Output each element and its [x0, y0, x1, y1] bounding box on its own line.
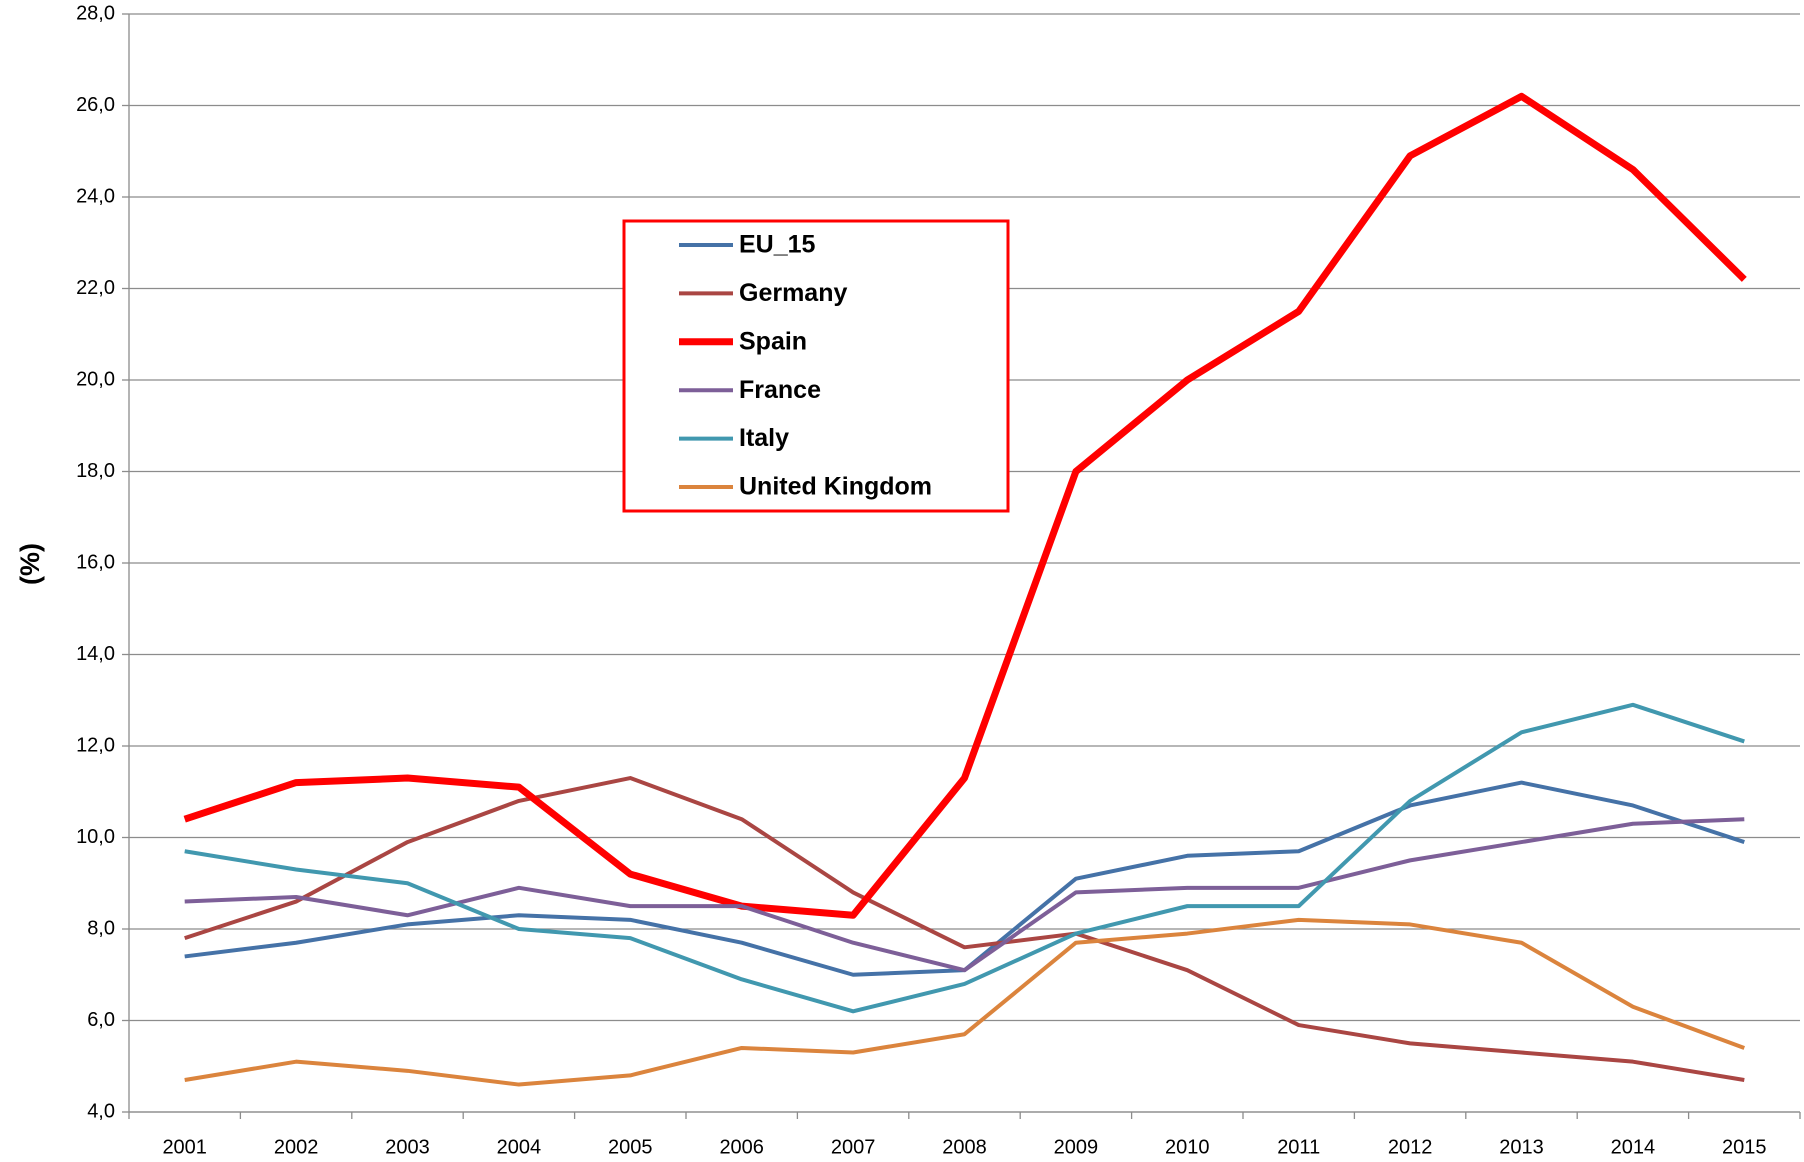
y-tick-label: 12,0	[76, 734, 115, 756]
y-tick-label: 20,0	[76, 368, 115, 390]
x-tick-label: 2007	[831, 1136, 876, 1158]
legend-label: Italy	[739, 424, 789, 452]
x-tick-label: 2010	[1165, 1136, 1210, 1158]
x-tick-label: 2003	[385, 1136, 430, 1158]
x-tick-label: 2015	[1722, 1136, 1767, 1158]
y-tick-label: 26,0	[76, 94, 115, 116]
x-tick-label: 2002	[274, 1136, 319, 1158]
x-tick-label: 2014	[1611, 1136, 1656, 1158]
y-tick-label: 10,0	[76, 826, 115, 848]
y-tick-label: 6,0	[87, 1009, 115, 1031]
x-tick-label: 2011	[1277, 1136, 1320, 1158]
x-tick-label: 2004	[497, 1136, 542, 1158]
legend-label: France	[739, 376, 821, 404]
series-line	[184, 917, 1745, 1087]
y-axis-label: (%)	[15, 543, 45, 585]
series-line	[183, 92, 1747, 919]
legend-label: EU_15	[739, 231, 816, 259]
series-line	[184, 817, 1745, 973]
y-tick-label: 18,0	[76, 460, 115, 482]
x-tick-label: 2008	[942, 1136, 987, 1158]
x-tick-label: 2006	[719, 1136, 764, 1158]
y-tick-label: 22,0	[76, 277, 115, 299]
y-tick-label: 14,0	[76, 643, 115, 665]
x-tick-label: 2013	[1499, 1136, 1544, 1158]
y-tick-label: 8,0	[87, 917, 115, 939]
legend-label: Germany	[739, 279, 847, 307]
y-tick-label: 4,0	[87, 1100, 115, 1122]
x-tick-label: 2009	[1054, 1136, 1099, 1158]
y-tick-label: 24,0	[76, 185, 115, 207]
x-tick-label: 2001	[162, 1136, 207, 1158]
series-line	[184, 702, 1745, 1014]
legend-label: United Kingdom	[739, 473, 932, 501]
legend-box	[622, 219, 1010, 513]
y-tick-label: 28,0	[76, 2, 115, 24]
legend-label: Spain	[739, 327, 807, 355]
series-line	[184, 776, 1745, 1082]
x-tick-label: 2012	[1388, 1136, 1433, 1158]
y-tick-label: 16,0	[76, 551, 115, 573]
x-tick-label: 2005	[608, 1136, 653, 1158]
